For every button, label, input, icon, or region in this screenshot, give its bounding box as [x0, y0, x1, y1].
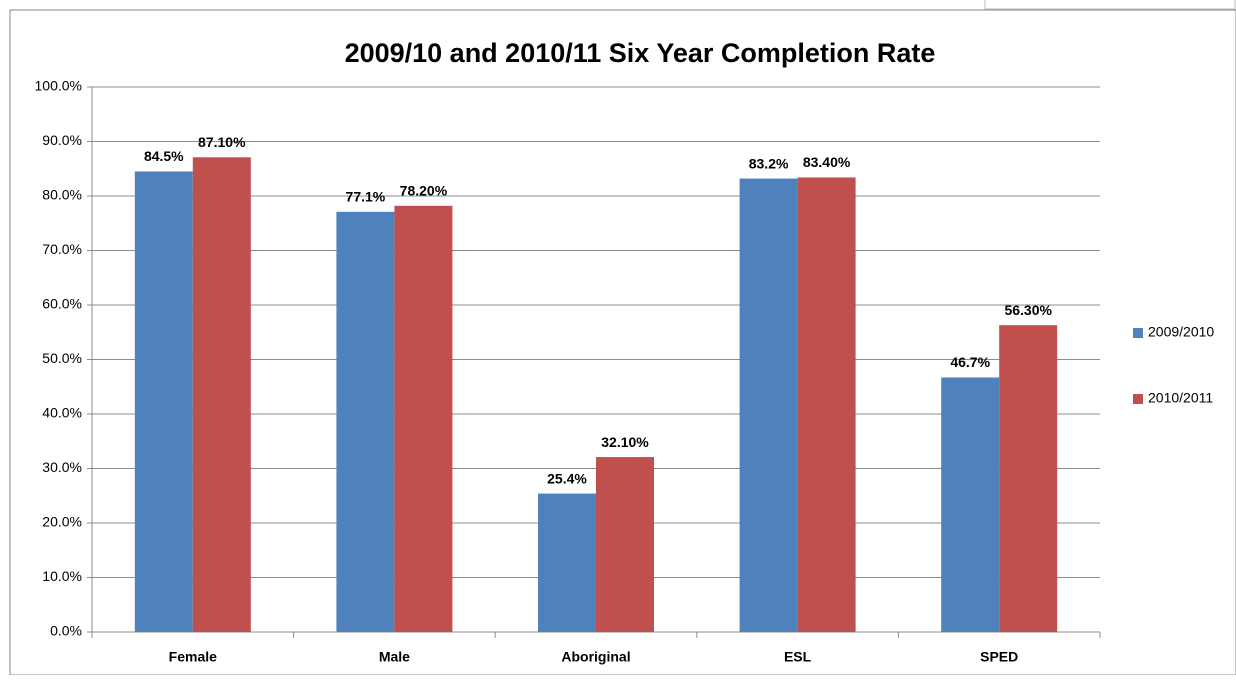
- value-label: 56.30%: [1004, 302, 1052, 318]
- value-label: 84.5%: [144, 148, 184, 164]
- value-label: 25.4%: [547, 470, 587, 486]
- bar: [336, 211, 395, 632]
- corner-box: [984, 0, 1236, 10]
- value-label: 32.10%: [601, 434, 649, 450]
- y-tick-label: 50.0%: [42, 350, 82, 366]
- x-tick-label: SPED: [980, 649, 1018, 665]
- bar: [192, 157, 251, 632]
- value-label: 87.10%: [198, 134, 246, 150]
- y-tick-label: 90.0%: [42, 132, 82, 148]
- bar: [999, 325, 1058, 632]
- y-tick-label: 20.0%: [42, 514, 82, 530]
- value-label: 77.1%: [346, 189, 386, 205]
- legend-label: 2010/2011: [1148, 390, 1213, 406]
- x-tick-label: Aboriginal: [561, 649, 630, 665]
- y-tick-label: 10.0%: [42, 568, 82, 584]
- y-tick-label: 70.0%: [42, 241, 82, 257]
- legend-swatch: [1133, 394, 1143, 404]
- x-tick-label: ESL: [784, 649, 812, 665]
- y-tick-label: 80.0%: [42, 187, 82, 203]
- y-tick-label: 40.0%: [42, 405, 82, 421]
- x-tick-label: Female: [169, 649, 217, 665]
- bar: [596, 457, 654, 632]
- legend-label: 2009/2010: [1148, 324, 1214, 340]
- value-label: 83.2%: [749, 155, 789, 171]
- y-tick-label: 30.0%: [42, 459, 82, 475]
- x-tick-label: Male: [379, 649, 410, 665]
- bar: [538, 493, 596, 632]
- bar: [797, 177, 856, 632]
- bar: [941, 377, 1000, 632]
- bar: [394, 205, 453, 632]
- y-tick-label: 60.0%: [42, 296, 82, 312]
- value-label: 46.7%: [950, 354, 990, 370]
- value-label: 83.40%: [803, 154, 851, 170]
- bar: [134, 171, 193, 632]
- y-tick-label: 0.0%: [50, 623, 82, 639]
- bar: [739, 178, 798, 632]
- chart-title: 2009/10 and 2010/11 Six Year Completion …: [345, 38, 936, 68]
- legend-swatch: [1133, 328, 1143, 338]
- y-tick-label: 100.0%: [35, 78, 82, 94]
- value-label: 78.20%: [400, 183, 448, 199]
